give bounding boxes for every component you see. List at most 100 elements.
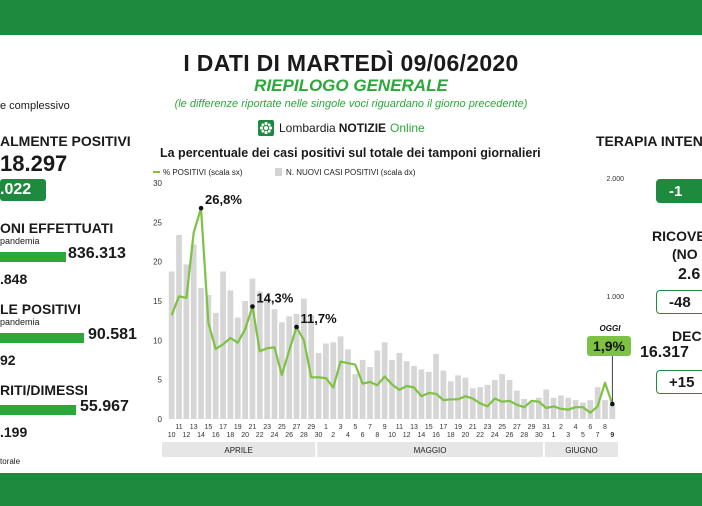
- decessi-diff: +15: [656, 370, 702, 394]
- x-tick-label: 7: [368, 424, 372, 431]
- left-panel: e complessivo ALMENTE POSITIVI 18.297 .0…: [0, 95, 145, 475]
- bottom-bar: [0, 473, 702, 506]
- legend-label: N. NUOVI CASI POSITIVI (scala dx): [286, 168, 416, 177]
- case-bar: [323, 343, 329, 419]
- month-label: MAGGIO: [414, 446, 447, 455]
- case-bar: [168, 271, 175, 419]
- guariti-bar: [0, 405, 76, 415]
- x-tick-label: 2: [559, 424, 563, 431]
- case-bar: [411, 365, 417, 419]
- totale-positivi-value: 90.581: [88, 326, 137, 343]
- attualmente-positivi-label: ALMENTE POSITIVI: [0, 133, 131, 149]
- case-bar: [521, 398, 528, 419]
- x-tick-label: 5: [353, 424, 357, 431]
- x-tick-label: 3: [566, 432, 570, 439]
- case-bar: [396, 352, 403, 419]
- case-bar: [580, 402, 586, 419]
- x-tick-label: 24: [491, 432, 499, 439]
- x-tick-label: 18: [227, 432, 235, 439]
- right-panel: TERAPIA INTEN -1 RICOVE (NO 2.6 -48 DEC …: [590, 130, 702, 470]
- totale-positivi-sub: pandemia: [0, 317, 40, 327]
- y-right-tick: 2.000: [606, 176, 624, 183]
- x-tick-label: 11: [396, 424, 403, 431]
- case-bar: [403, 361, 410, 419]
- case-bar: [602, 400, 608, 419]
- case-bar: [264, 298, 271, 419]
- case-bar: [234, 317, 241, 419]
- x-tick-label: 14: [417, 432, 425, 439]
- case-bar: [367, 367, 373, 419]
- left-footer: torale: [0, 457, 21, 466]
- x-tick-label: 17: [440, 424, 448, 431]
- case-bar: [190, 244, 197, 419]
- page-note: (le differenze riportate nelle singole v…: [174, 98, 528, 110]
- ricoverati-diff: -48: [656, 290, 702, 314]
- top-bar: [0, 0, 702, 35]
- x-tick-label: 25: [498, 424, 506, 431]
- case-bar: [300, 298, 307, 419]
- x-tick-label: 12: [403, 432, 411, 439]
- x-tick-label: 6: [588, 424, 592, 431]
- case-bar: [543, 389, 550, 419]
- terapia-diff: -1: [656, 179, 702, 203]
- case-bar: [484, 384, 491, 419]
- month-label: APRILE: [224, 446, 252, 455]
- x-tick-label: 2: [331, 432, 335, 439]
- legend-label: % POSITIVI (scala sx): [163, 168, 243, 177]
- annotation-label: 14,3%: [256, 291, 293, 306]
- x-tick-label: 13: [410, 424, 418, 431]
- attualmente-positivi-diff: .022: [0, 179, 46, 201]
- case-bar: [565, 397, 572, 419]
- totale-positivi-label: LE POSITIVI: [0, 301, 81, 317]
- guariti-label: RITI/DIMESSI: [0, 382, 88, 398]
- case-bar: [609, 404, 616, 419]
- case-bar: [198, 288, 204, 419]
- case-bar: [308, 315, 315, 419]
- case-bar: [345, 349, 351, 419]
- case-bar: [176, 234, 182, 419]
- tamponi-diff: .848: [0, 271, 28, 287]
- x-tick-label: 23: [263, 424, 271, 431]
- x-tick-label: 30: [315, 432, 323, 439]
- today-value: 1,9%: [593, 338, 625, 354]
- case-bar: [389, 360, 395, 419]
- case-bar: [337, 336, 344, 419]
- guariti-diff: .199: [0, 424, 28, 440]
- x-tick-label: 6: [361, 432, 365, 439]
- x-tick-label: 26: [285, 432, 293, 439]
- month-label: GIUGNO: [565, 446, 597, 455]
- x-tick-label: 19: [234, 424, 242, 431]
- x-tick-label: 22: [256, 432, 264, 439]
- case-bar: [440, 370, 447, 419]
- logo-brand: Lombardia: [279, 121, 336, 135]
- case-bar: [256, 291, 263, 419]
- x-tick-label: 15: [204, 424, 212, 431]
- y-left-tick: 10: [153, 336, 162, 345]
- case-bar: [286, 316, 293, 419]
- case-bar: [183, 264, 190, 419]
- today-box: [587, 336, 631, 356]
- case-bar: [359, 360, 366, 419]
- x-tick-label: 4: [346, 432, 350, 439]
- annotation-label: 26,8%: [205, 192, 242, 207]
- y-right-tick: 1.000: [606, 294, 624, 301]
- case-bar: [271, 309, 278, 419]
- case-bar: [249, 278, 256, 419]
- x-tick-label: 29: [528, 424, 536, 431]
- tamponi-bar: [0, 252, 66, 262]
- case-bar: [242, 301, 248, 419]
- totale-positivi-bar: [0, 333, 84, 343]
- x-tick-label: 16: [212, 432, 220, 439]
- x-tick-label: 13: [190, 424, 198, 431]
- lombardia-rose-icon: [258, 120, 274, 136]
- case-bar: [418, 369, 425, 419]
- y-left-tick: 0: [158, 415, 163, 424]
- decessi-label: DEC: [672, 328, 702, 344]
- x-tick-label: 8: [603, 424, 607, 431]
- y-left-tick: 15: [153, 297, 162, 306]
- case-bar: [227, 290, 234, 419]
- x-tick-label: 26: [506, 432, 514, 439]
- x-tick-label: 5: [581, 432, 585, 439]
- case-bar: [462, 377, 469, 419]
